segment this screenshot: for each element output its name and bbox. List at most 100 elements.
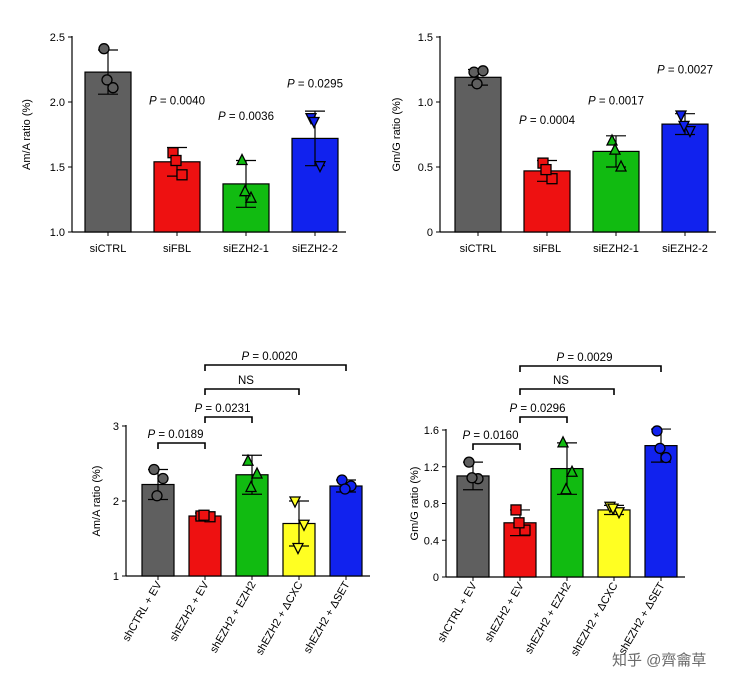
bar [661,123,709,233]
y-tick-label: 1.6 [424,425,439,437]
bar [456,475,490,578]
data-point [654,442,666,455]
y-tick-label: 2.0 [50,97,65,109]
p-value-label: P = 0.0295 [287,79,343,91]
data-point [176,169,188,181]
data-point [468,66,480,78]
data-point [244,190,258,203]
x-tick-label: shCTRL + EV [121,579,165,644]
data-point [157,472,169,485]
data-point [471,78,483,90]
data-point [238,184,252,197]
data-point [235,153,249,166]
data-point [477,65,489,77]
p-value-label: P = 0.0027 [657,64,713,76]
data-point [614,159,628,172]
comparison-bracket [204,416,253,423]
y-tick-label: 1.0 [418,97,433,109]
data-point [605,133,619,146]
y-axis-title: Gm/G ratio (%) [391,98,403,172]
bar [454,76,502,233]
data-point [608,142,622,155]
y-tick-label: 2.5 [50,32,65,44]
y-tick-label: 0 [427,227,433,239]
y-axis-title: Gm/G ratio (%) [409,467,421,541]
bar [329,485,363,577]
data-point [540,163,552,176]
comparison-bracket [519,388,615,395]
x-tick-label: shEZH2 + EZH2 [523,581,574,657]
comparison-bracket [519,416,568,423]
bar [84,71,132,233]
data-point [463,456,475,468]
comparison-bracket [204,388,300,395]
data-point [98,43,110,55]
bracket-p-value-label: P = 0.0160 [463,430,519,442]
data-point [565,464,579,477]
x-tick-label: siFBL [163,243,191,255]
y-axis-title: Am/A ratio (%) [21,99,33,170]
y-tick-label: 1 [113,571,119,583]
data-point [556,435,570,448]
panel-top-right-chart: 0 0.5 1.0 1.5 Gm/G ratio (%) siCTRL siFBL siEZH… [391,32,716,255]
x-tick-label: siEZH2-2 [292,243,338,255]
bar [188,515,222,577]
p-value-label: P = 0.0004 [519,115,576,127]
bar [644,445,678,578]
data-point [513,517,525,529]
data-point [241,453,255,466]
x-tick-label: siEZH2-2 [662,243,708,255]
data-point [674,110,688,123]
y-tick-label: 1.5 [50,162,65,174]
data-point [559,482,573,495]
data-point [151,490,163,502]
x-tick-label: siCTRL [90,243,127,255]
data-point [683,125,697,139]
data-point [313,161,327,174]
data-point [170,154,182,167]
y-tick-label: 1.0 [50,227,65,239]
y-tick-label: 0 [433,572,439,584]
x-tick-label: shCTRL + EV [436,580,480,645]
data-point [307,116,321,129]
data-point [519,524,531,536]
bracket-p-value-label: P = 0.0189 [148,429,204,441]
data-point [606,503,620,516]
p-value-label: P = 0.0040 [149,96,205,108]
x-tick-label: siCTRL [460,243,497,255]
data-point [660,451,672,464]
data-point [510,504,522,516]
bracket-p-value-label: NS [238,375,254,387]
data-point [297,519,311,532]
x-tick-label: siEZH2-1 [223,243,269,255]
x-tick-label: shEZH2 + EZH2 [208,580,259,656]
bracket-p-value-label: NS [553,375,569,387]
x-tick-label: shEZH2 + EV [168,579,212,644]
comparison-bracket [157,442,206,449]
y-tick-label: 1.2 [424,462,439,474]
data-point [466,472,478,484]
bracket-p-value-label: P = 0.0296 [510,403,566,415]
bar [153,161,201,233]
data-point [101,74,113,86]
bracket-p-value-label: P = 0.0020 [242,351,298,363]
y-axis-title: Am/A ratio (%) [91,466,103,537]
comparison-bracket [204,364,347,371]
y-tick-label: 1.5 [418,32,433,44]
watermark-text: 知乎 @齊龠草 [612,651,706,669]
x-tick-label: shEZH2 + EV [483,580,527,645]
panel-bottom-right-chart: 00.40.81.21.6Gm/G ratio (%)shCTRL + EV sh… [409,352,685,658]
p-value-label: P = 0.0017 [588,96,644,108]
comparison-bracket [519,365,662,372]
data-point [612,507,626,520]
y-tick-label: 3 [113,421,119,433]
data-point [291,542,305,555]
data-point [677,120,691,133]
p-value-label: P = 0.0036 [218,111,274,123]
panel-top-left-chart: 1.0 1.5 2.0 2.5 Am/A ratio (%) siCTRL siFBL siE… [21,32,346,255]
data-point [107,82,119,94]
y-tick-label: 0.8 [424,499,439,511]
x-tick-label: shEZH2 + ΔSET [617,580,668,656]
